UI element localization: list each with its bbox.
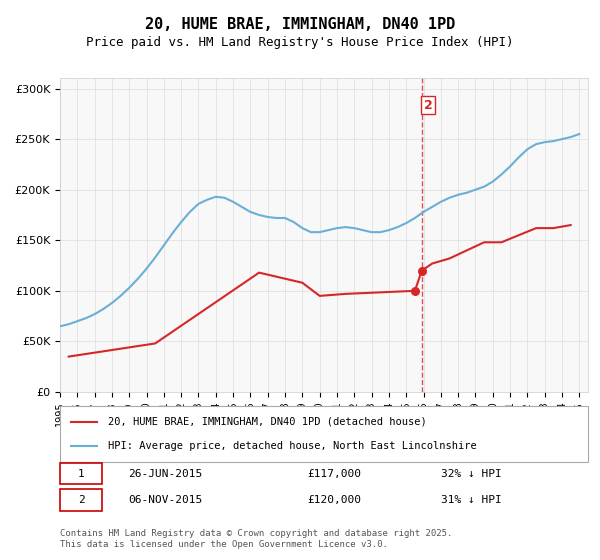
Text: 2: 2	[78, 495, 85, 505]
Text: 20, HUME BRAE, IMMINGHAM, DN40 1PD (detached house): 20, HUME BRAE, IMMINGHAM, DN40 1PD (deta…	[107, 417, 426, 427]
Point	[410, 286, 419, 295]
FancyBboxPatch shape	[60, 406, 588, 462]
Text: 26-JUN-2015: 26-JUN-2015	[128, 469, 203, 479]
FancyBboxPatch shape	[60, 463, 102, 484]
Text: HPI: Average price, detached house, North East Lincolnshire: HPI: Average price, detached house, Nort…	[107, 441, 476, 451]
FancyBboxPatch shape	[60, 489, 102, 511]
Text: 06-NOV-2015: 06-NOV-2015	[128, 495, 203, 505]
Text: 31% ↓ HPI: 31% ↓ HPI	[442, 495, 502, 505]
Point	[417, 266, 427, 275]
Text: Price paid vs. HM Land Registry's House Price Index (HPI): Price paid vs. HM Land Registry's House …	[86, 36, 514, 49]
Text: 1: 1	[78, 469, 85, 479]
Text: 32% ↓ HPI: 32% ↓ HPI	[442, 469, 502, 479]
Text: Contains HM Land Registry data © Crown copyright and database right 2025.
This d: Contains HM Land Registry data © Crown c…	[60, 529, 452, 549]
Text: £120,000: £120,000	[308, 495, 362, 505]
Text: £117,000: £117,000	[308, 469, 362, 479]
Text: 2: 2	[424, 99, 432, 111]
Text: 20, HUME BRAE, IMMINGHAM, DN40 1PD: 20, HUME BRAE, IMMINGHAM, DN40 1PD	[145, 17, 455, 32]
